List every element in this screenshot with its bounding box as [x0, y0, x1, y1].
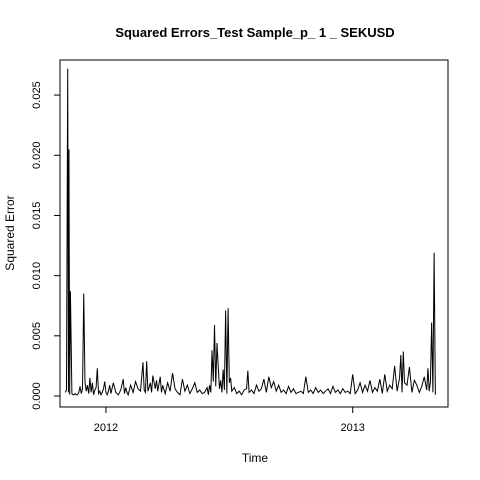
- y-tick-label: 0.005: [31, 322, 43, 350]
- x-axis: 2012 2013: [94, 407, 365, 434]
- y-tick-label: 0.010: [31, 262, 43, 290]
- plot-area: [64, 68, 436, 397]
- y-tick-label: 0.025: [31, 81, 43, 109]
- x-tick-label: 2013: [340, 422, 364, 434]
- chart-title: Squared Errors_Test Sample_p_ 1 _ SEKUSD: [115, 25, 394, 40]
- x-tick-label: 2012: [94, 422, 118, 434]
- y-tick-label: 0.000: [31, 382, 43, 410]
- x-axis-label: Time: [242, 451, 269, 465]
- y-tick-label: 0.020: [31, 141, 43, 169]
- series-line: [64, 68, 436, 397]
- y-tick-label: 0.015: [31, 202, 43, 230]
- y-axis-label: Squared Error: [3, 195, 17, 270]
- plot-box: [59, 59, 449, 408]
- y-axis: 0.000 0.005 0.010 0.015 0.020 0.025: [31, 81, 60, 410]
